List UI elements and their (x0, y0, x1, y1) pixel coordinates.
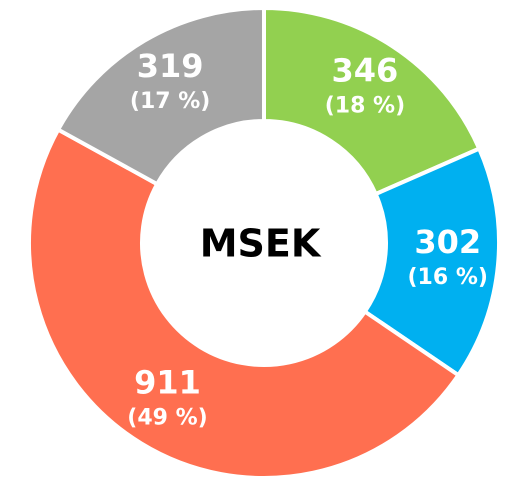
value-label: 346 (332, 52, 399, 90)
share-label: (17 %) (130, 89, 210, 114)
share-label: (49 %) (127, 405, 207, 430)
value-label: 911 (134, 363, 201, 401)
value-label: 319 (137, 47, 204, 85)
share-label: (16 %) (408, 265, 488, 290)
value-label: 302 (414, 223, 481, 261)
slice (27, 126, 462, 480)
slice (362, 146, 501, 378)
slice (55, 5, 266, 187)
slice (262, 5, 482, 197)
share-label: (18 %) (325, 94, 405, 119)
center-label: MSEK (200, 222, 322, 266)
